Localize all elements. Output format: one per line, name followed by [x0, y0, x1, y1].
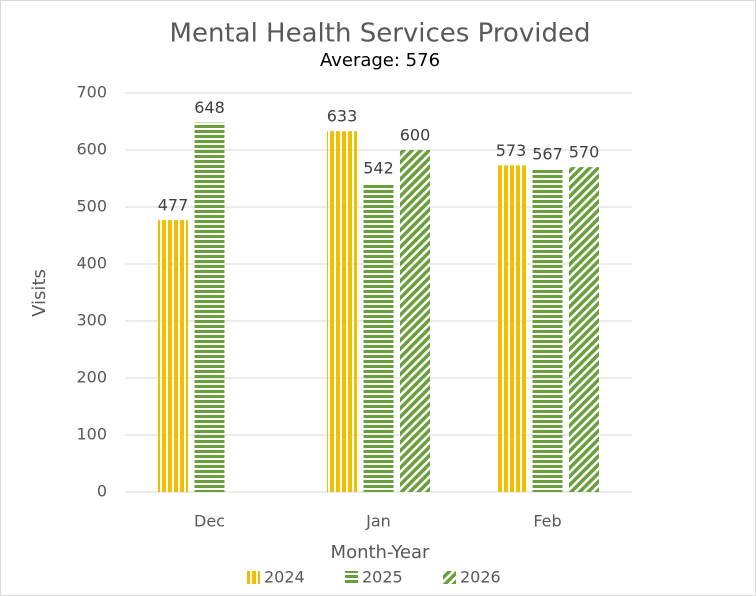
bar	[532, 168, 563, 492]
x-tick-label: Jan	[365, 512, 391, 531]
bar	[194, 122, 225, 492]
legend-swatch	[247, 571, 260, 584]
data-label: 573	[496, 141, 527, 160]
y-tick-label: 0	[97, 482, 107, 501]
x-axis-label: Month-Year	[331, 542, 430, 563]
data-label: 600	[400, 126, 431, 145]
data-label: 477	[158, 196, 189, 215]
chart-subtitle: Average: 576	[320, 50, 440, 71]
x-tick-label: Feb	[533, 512, 561, 531]
bar	[496, 165, 526, 492]
bar	[327, 131, 357, 492]
y-tick-label: 100	[76, 425, 107, 444]
y-tick-label: 500	[76, 197, 107, 216]
y-tick-label: 700	[76, 83, 107, 102]
bar	[158, 220, 188, 493]
data-label: 542	[363, 159, 394, 178]
bar	[400, 150, 430, 492]
data-label: 570	[569, 143, 600, 162]
legend-swatch	[345, 571, 358, 584]
bar	[569, 167, 599, 492]
y-axis-label: Visits	[29, 269, 50, 317]
y-tick-label: 200	[76, 368, 107, 387]
chart-title: Mental Health Services Provided	[170, 19, 591, 49]
data-label: 567	[532, 144, 563, 163]
legend-label: 2025	[362, 568, 403, 587]
legend-label: 2026	[460, 568, 501, 587]
y-tick-label: 600	[76, 140, 107, 159]
bar	[363, 183, 394, 492]
y-tick-label: 400	[76, 254, 107, 273]
legend-label: 2024	[264, 568, 305, 587]
data-label: 633	[327, 107, 358, 126]
y-tick-label: 300	[76, 311, 107, 330]
x-tick-label: Dec	[194, 512, 225, 531]
data-label: 648	[194, 98, 225, 117]
legend-swatch	[443, 571, 456, 584]
